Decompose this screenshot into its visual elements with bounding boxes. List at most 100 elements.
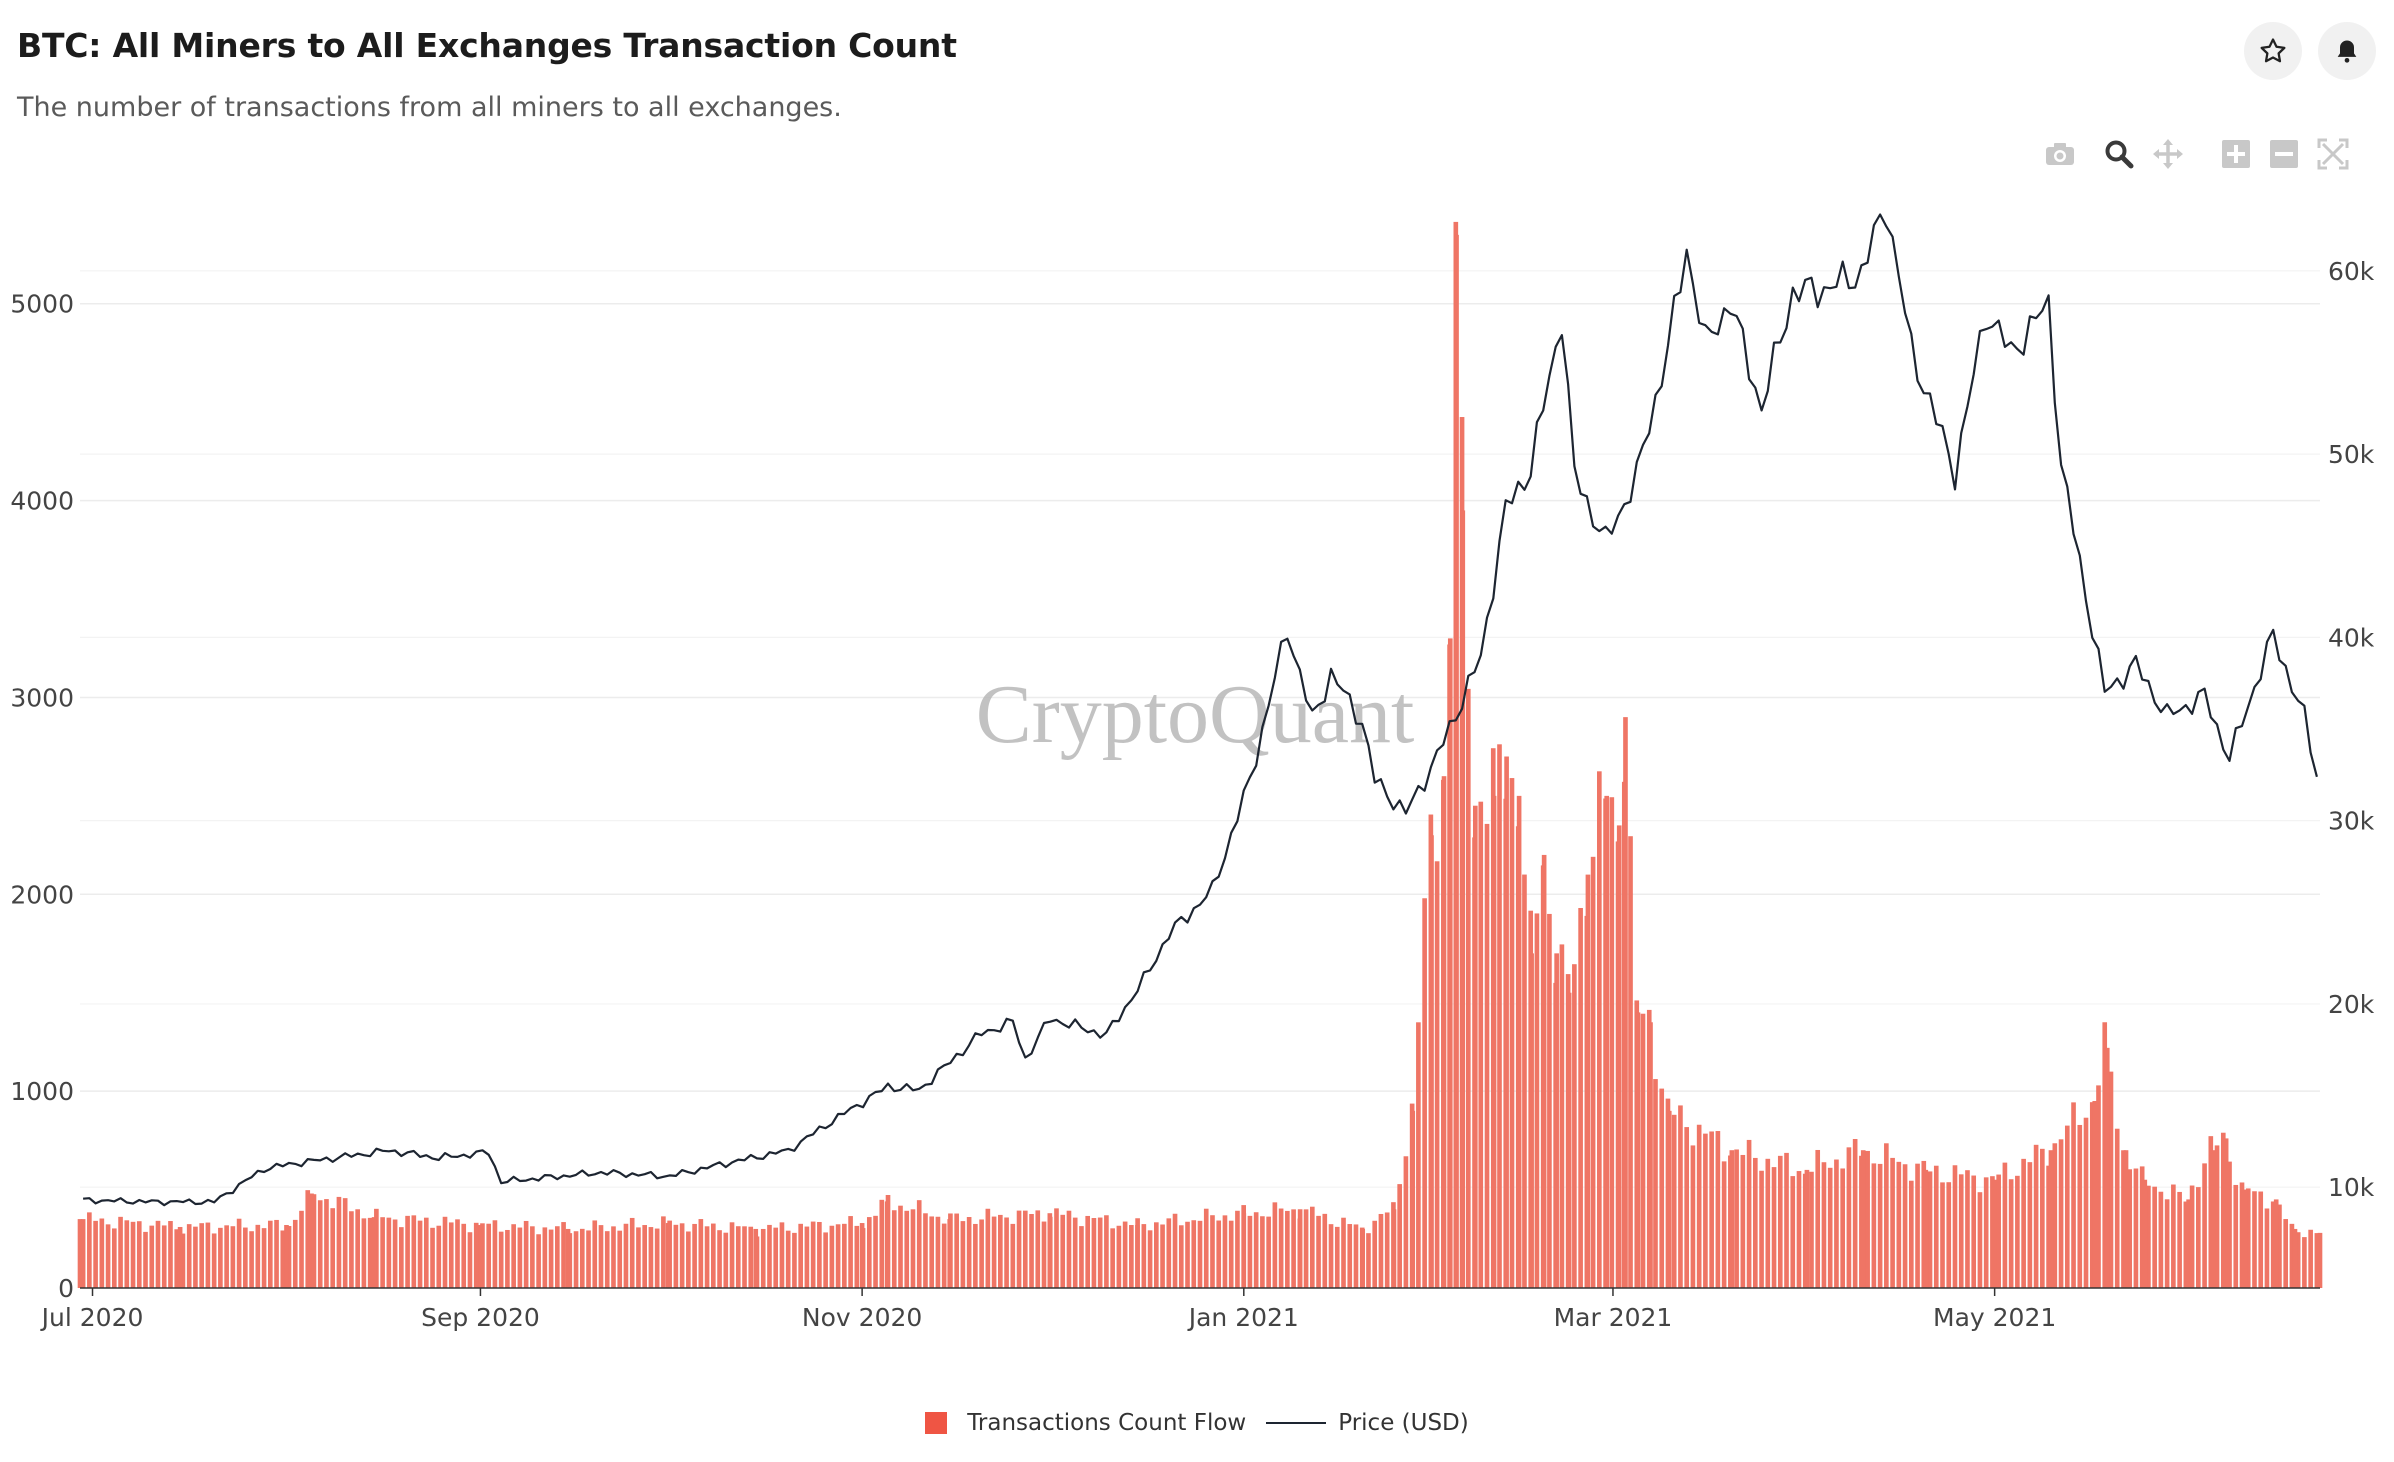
bar [280,1230,286,1288]
bar [704,1226,710,1288]
bar [1871,1163,1877,1288]
bar [1422,898,1427,1288]
bar [692,1223,697,1288]
bar [2283,1219,2289,1288]
right-tick-label: 60k [2328,257,2375,286]
bar [2183,1201,2189,1288]
bar [305,1190,311,1288]
bar [1291,1209,1296,1288]
zoom-button[interactable] [2101,136,2137,172]
bar [2015,1175,2020,1288]
legend-item-bars[interactable]: Transactions Count Flow [925,1410,1246,1436]
bar [1983,1177,1989,1288]
bar [1846,1147,1852,1288]
bar [230,1226,236,1288]
bar [511,1224,516,1288]
bar [623,1223,629,1288]
bar [2008,1179,2014,1288]
bar [798,1223,803,1288]
zoom-in-button[interactable] [2218,136,2254,172]
bar [1472,805,1478,1288]
bar [579,1228,585,1288]
bar [1222,1215,1228,1288]
bar [648,1227,654,1288]
bar [910,1209,916,1288]
bar [859,1223,865,1288]
bar [1429,835,1434,1288]
download-image-button[interactable] [2042,136,2078,172]
bar [118,1216,123,1288]
bar [1804,1169,1810,1288]
bar [423,1217,429,1288]
bar [124,1220,130,1288]
bar [960,1221,966,1288]
bar [1578,908,1583,1288]
bar [941,1223,947,1288]
bar [161,1225,167,1288]
bar [342,1198,348,1288]
legend-label-price: Price (USD) [1338,1410,1469,1436]
bar [1715,1131,1721,1288]
bar [2146,1185,2151,1288]
chart-area[interactable]: CryptoQuant 0 1000 2000 3000 4000 5000 10k 20k… [0,0,2394,1400]
pan-icon [2153,139,2183,169]
bar [1840,1168,1845,1288]
x-tick-label: Jul 2020 [40,1303,144,1332]
bar [1877,1163,1883,1288]
bar [105,1224,111,1288]
autoscale-button[interactable] [2315,136,2351,172]
bar [1016,1210,1022,1288]
legend-item-price[interactable]: Price (USD) [1266,1410,1469,1436]
bar [1060,1214,1066,1288]
bar [1197,1220,1203,1288]
bar [349,1211,354,1288]
bar [792,1232,797,1288]
bar [1709,1131,1714,1288]
zoom-out-button[interactable] [2266,136,2302,172]
bar [405,1215,410,1288]
alert-button[interactable] [2318,22,2376,80]
bar [2046,1165,2051,1288]
bar [1777,1155,1783,1288]
pan-button[interactable] [2150,136,2186,172]
bar [629,1217,635,1288]
bar [168,1221,173,1288]
x-tick-label: Sep 2020 [421,1303,540,1332]
bar [2227,1161,2232,1288]
bar [1965,1170,1970,1288]
bar [177,1226,183,1288]
bar [1635,1012,1641,1288]
bar [916,1200,922,1288]
bar [99,1218,105,1288]
bar [2102,1022,2108,1288]
bar [299,1210,304,1288]
bar [1623,717,1628,1288]
bar [2152,1186,2157,1288]
bar [767,1224,772,1288]
bar [1454,234,1459,1289]
left-tick-label: 4000 [10,487,74,516]
bar [367,1217,373,1288]
bar [604,1231,610,1288]
bar [1029,1214,1034,1288]
bar [1933,1165,1939,1288]
bar [1316,1215,1321,1288]
bar [1297,1209,1303,1288]
bar [330,1208,336,1288]
bar [1952,1165,1958,1288]
bar [2123,1150,2129,1288]
bar [2171,1184,2176,1288]
bar [1678,1105,1683,1288]
bar [1590,856,1596,1288]
bar [1746,1139,1752,1288]
bar [1896,1161,1902,1288]
bar [478,1225,483,1288]
bar [1397,1184,1402,1288]
bar [274,1219,279,1288]
left-tick-label: 1000 [10,1077,74,1106]
favorite-button[interactable] [2244,22,2302,80]
bar [848,1216,853,1288]
bar [1410,1110,1416,1288]
bar [1278,1208,1284,1288]
bar [1729,1150,1735,1288]
